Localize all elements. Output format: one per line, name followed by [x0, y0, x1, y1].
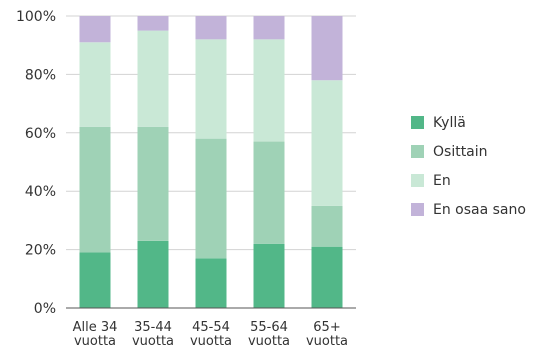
bar-segment [253, 243, 285, 308]
bar-segment [137, 126, 169, 241]
bar-segment [253, 39, 285, 142]
bar-segment [311, 246, 343, 308]
bar-segment [311, 80, 343, 206]
bar-segment [253, 16, 285, 40]
bars [79, 16, 343, 308]
bar-segment [79, 16, 111, 43]
y-tick-label: 60% [25, 126, 56, 142]
y-axis-ticks: 0% 20% 40% 60% 80% 100% [16, 9, 56, 317]
legend-swatch [411, 174, 424, 187]
bar-segment [79, 252, 111, 308]
x-tick-label: 55-64 vuotta [248, 320, 290, 349]
x-tick-label: 35-44 vuotta [132, 320, 174, 349]
bar-segment [137, 16, 169, 31]
y-tick-label: 20% [25, 243, 56, 259]
y-tick-label: 80% [25, 67, 56, 83]
x-axis-ticks: Alle 34 vuotta 35-44 vuotta 45-54 vuotta 55-64… [73, 320, 348, 349]
legend-label: Osittain [433, 144, 488, 160]
legend-swatch [411, 145, 424, 158]
bar-segment [137, 30, 169, 127]
legend-swatch [411, 116, 424, 129]
legend-label: Kyllä [433, 115, 466, 131]
x-tick-label: 45-54 vuotta [190, 320, 232, 349]
bar-segment [253, 141, 285, 244]
y-tick-label: 40% [25, 184, 56, 200]
legend: Kyllä Osittain En En osaa sano [411, 115, 526, 218]
bar-segment [195, 16, 227, 40]
legend-swatch [411, 203, 424, 216]
bar-segment [79, 126, 111, 253]
x-tick-label: Alle 34 vuotta [73, 320, 118, 349]
bar-segment [195, 138, 227, 259]
bar-segment [311, 16, 343, 81]
bar-segment [195, 258, 227, 308]
legend-label: En [433, 173, 451, 189]
y-tick-label: 100% [16, 9, 56, 25]
x-tick-label: 65+ vuotta [306, 320, 348, 349]
bar-segment [137, 240, 169, 308]
bar-segment [79, 42, 111, 127]
y-tick-label: 0% [34, 301, 56, 317]
bar-segment [311, 205, 343, 247]
bar-segment [195, 39, 227, 139]
legend-label: En osaa sano [433, 202, 526, 218]
